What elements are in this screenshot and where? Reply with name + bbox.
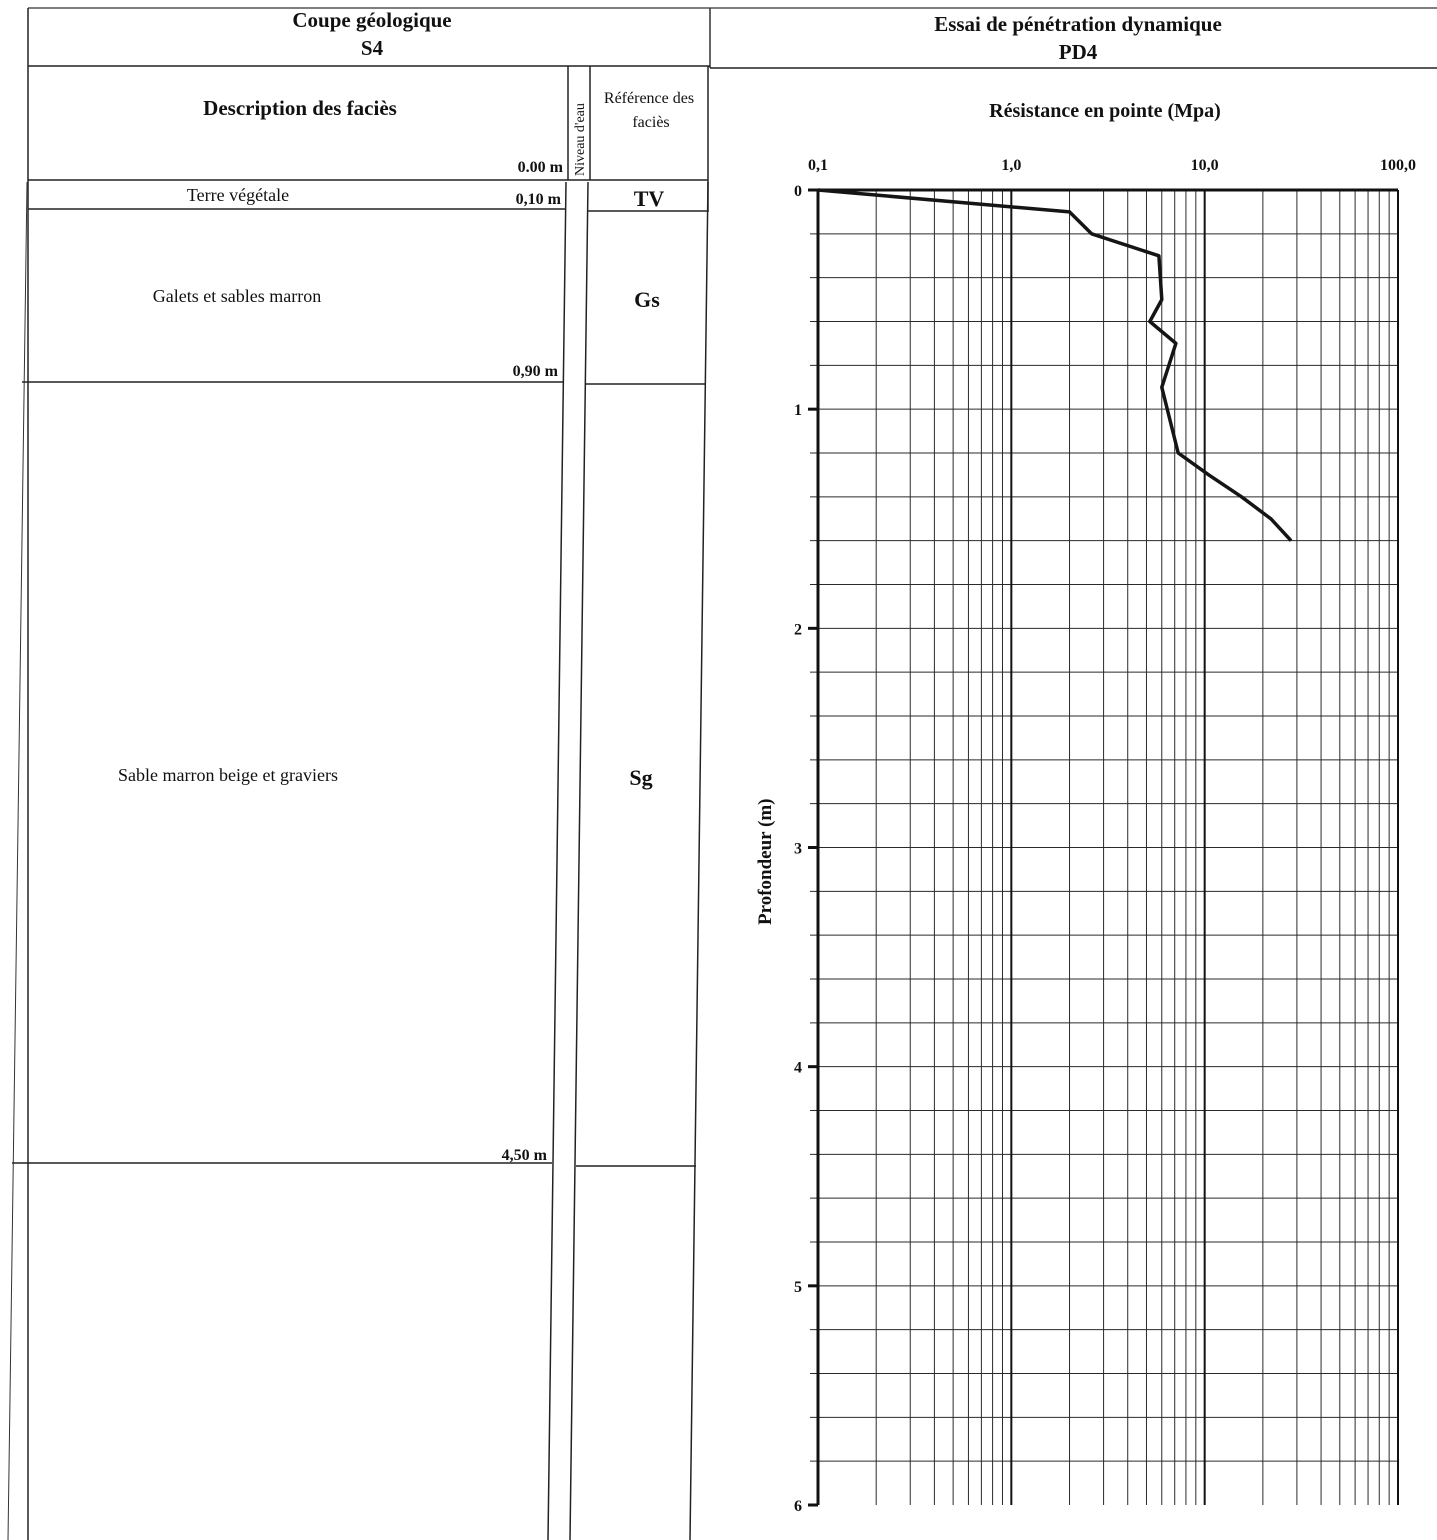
layer-row: Terre végétale 0,10 m TV [187,185,664,211]
layer-reference: Gs [634,287,660,312]
reference-header-line-2: faciès [632,114,669,131]
x-tick-labels: 0,1 1,0 10,0 100,0 [808,157,1416,174]
resistance-profile-line [817,188,1293,542]
penetration-chart: Résistance en pointe (Mpa) Profondeur (m… [755,100,1416,1515]
reference-column-header: Référence des faciès [604,90,698,131]
chart-grid [810,190,1398,1505]
y-tick-label: 0 [794,183,802,200]
x-tick-label: 100,0 [1380,157,1416,174]
y-tick-label: 4 [794,1060,802,1077]
layer-row: Galets et sables marron 0,90 m Gs [153,286,660,380]
layer-bottom-depth: 4,50 m [502,1147,548,1164]
x-tick-label: 1,0 [1001,157,1021,174]
water-level-column-header: Niveau d'eau [573,103,588,176]
right-panel-title: Essai de pénétration dynamique [934,12,1222,36]
layer-bottom-depth: 0,10 m [516,191,562,208]
layer-reference: TV [634,186,665,211]
layer-reference: Sg [629,765,652,790]
layer-description: Terre végétale [187,185,289,205]
left-panel-title: Coupe géologique [292,8,451,32]
y-tick-labels: 0 1 2 3 4 5 6 [794,183,818,1515]
y-tick-label: 3 [794,841,802,858]
chart-title: Résistance en pointe (Mpa) [989,100,1221,122]
x-tick-label: 10,0 [1191,157,1219,174]
y-tick-label: 5 [794,1279,802,1296]
right-panel-code: PD4 [1059,40,1098,64]
chart-series [817,188,1293,542]
description-table-header: Description des faciès Niveau d'eau Réfé… [28,66,709,212]
y-tick-label: 6 [794,1498,802,1515]
x-tick-label: 0,1 [808,157,828,174]
y-axis-label: Profondeur (m) [755,799,776,925]
layer-description: Sable marron beige et graviers [118,765,338,785]
y-tick-label: 1 [794,402,802,419]
layer-bottom-depth: 0,90 m [513,363,559,380]
y-tick-label: 2 [794,621,802,638]
start-depth-label: 0.00 m [518,159,564,176]
layers-table: Terre végétale 0,10 m TV Galets et sable… [7,181,709,1540]
title-band: Coupe géologique S4 Essai de pénétration… [27,7,1437,1540]
layer-description: Galets et sables marron [153,286,321,306]
layer-row: Sable marron beige et graviers 4,50 m Sg [118,765,653,1164]
description-column-header: Description des faciès [203,96,397,120]
left-panel-code: S4 [361,36,384,60]
reference-header-line-1: Référence des [604,90,694,107]
